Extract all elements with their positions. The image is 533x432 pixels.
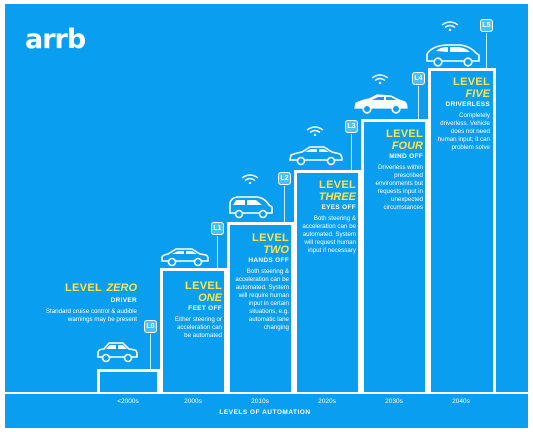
level-1-subtitle: FEET OFF	[188, 305, 222, 312]
hexagon-badge-icon: L3	[345, 120, 358, 133]
level-2-text: LEVEL TWO HANDS OFF Both steering & acce…	[233, 232, 289, 332]
l4-badge: L4	[412, 72, 425, 87]
car-icon	[426, 44, 480, 67]
car-icon	[289, 146, 343, 166]
level-5-number: FIVE	[465, 88, 490, 100]
level-0-word: LEVEL	[65, 282, 102, 294]
wifi-icon	[306, 126, 324, 136]
level-3-description: Both steering & acceleration can be auto…	[302, 215, 356, 254]
car-icon	[229, 196, 273, 219]
wifi-icon	[371, 74, 389, 84]
l5-badge: L5	[480, 19, 493, 34]
l3-pole	[351, 134, 352, 170]
hexagon-badge-icon: L5	[480, 19, 493, 32]
level-1-word: LEVEL	[185, 280, 222, 292]
level-0-text: LEVEL ZERO DRIVER Standard cruise contro…	[25, 278, 137, 324]
axis-title: LEVELS OF AUTOMATION	[219, 409, 311, 416]
step-l4	[361, 119, 428, 392]
level-0-number: ZERO	[106, 282, 137, 294]
level-1-description: Either steering or acceleration can be a…	[174, 316, 222, 339]
level-2-description: Both steering & acceleration can be auto…	[235, 268, 289, 331]
infographic-panel: arrb LEVEL ZERO DRIVER Standard cruise c…	[5, 4, 528, 428]
level-4-description: Driverless within prescribed environment…	[375, 164, 423, 211]
step-l3	[294, 170, 361, 392]
level-5-description: Completely driverless. Vehicle does not …	[437, 112, 490, 151]
wifi-icon	[441, 21, 459, 31]
hexagon-badge-icon: L1	[211, 222, 224, 235]
hexagon-badge-icon: L0	[144, 320, 157, 333]
l1-badge: L1	[211, 222, 224, 237]
l2-pole	[284, 186, 285, 222]
level-0-description: Standard cruise control & audible warnin…	[45, 308, 137, 323]
level-3-word: LEVEL	[319, 179, 356, 191]
step-l1	[160, 268, 227, 392]
level-3-number: THREE	[318, 191, 356, 203]
l1-pole	[217, 236, 218, 268]
hexagon-badge-icon: L4	[412, 72, 425, 85]
step-l2	[227, 222, 294, 392]
decade-label: <2000s	[117, 398, 139, 405]
car-icon	[161, 248, 209, 267]
decade-label: 2040s	[452, 398, 470, 405]
l0-badge: L0	[144, 320, 157, 335]
hexagon-badge-icon: L2	[278, 172, 291, 185]
level-1-number: ONE	[198, 292, 222, 304]
l4-pole	[418, 86, 419, 119]
l5-pole	[486, 33, 487, 68]
level-1-text: LEVEL ONE FEET OFF Either steering or ac…	[170, 280, 222, 340]
level-4-number: FOUR	[391, 140, 423, 152]
step-l5	[428, 68, 496, 392]
wifi-icon	[241, 174, 259, 184]
arrb-logo: arrb	[25, 24, 86, 55]
l2-badge: L2	[278, 172, 291, 187]
level-2-word: LEVEL	[252, 232, 289, 244]
decade-label: 2010s	[251, 398, 269, 405]
car-icon	[97, 342, 138, 363]
l0-pole	[150, 334, 151, 369]
level-5-subtitle: DRIVERLESS	[445, 101, 490, 108]
level-4-subtitle: MIND OFF	[389, 153, 423, 160]
decade-label: 2000s	[184, 398, 202, 405]
decade-label: 2020s	[318, 398, 336, 405]
level-2-subtitle: HANDS OFF	[248, 257, 289, 264]
level-2-number: TWO	[263, 244, 289, 256]
decade-label: 2030s	[385, 398, 403, 405]
car-icon	[354, 94, 408, 114]
level-5-word: LEVEL	[453, 76, 490, 88]
level-4-word: LEVEL	[386, 128, 423, 140]
level-0-subtitle: DRIVER	[110, 297, 137, 304]
l3-badge: L3	[345, 120, 358, 135]
level-3-subtitle: EYES OFF	[321, 204, 356, 211]
level-3-text: LEVEL THREE EYES OFF Both steering & acc…	[300, 179, 356, 255]
level-4-text: LEVEL FOUR MIND OFF Driverless within pr…	[367, 128, 423, 212]
step-l0	[97, 369, 160, 392]
level-5-text: LEVEL FIVE DRIVERLESS Completely driverl…	[433, 76, 490, 152]
ground-line	[5, 392, 528, 394]
